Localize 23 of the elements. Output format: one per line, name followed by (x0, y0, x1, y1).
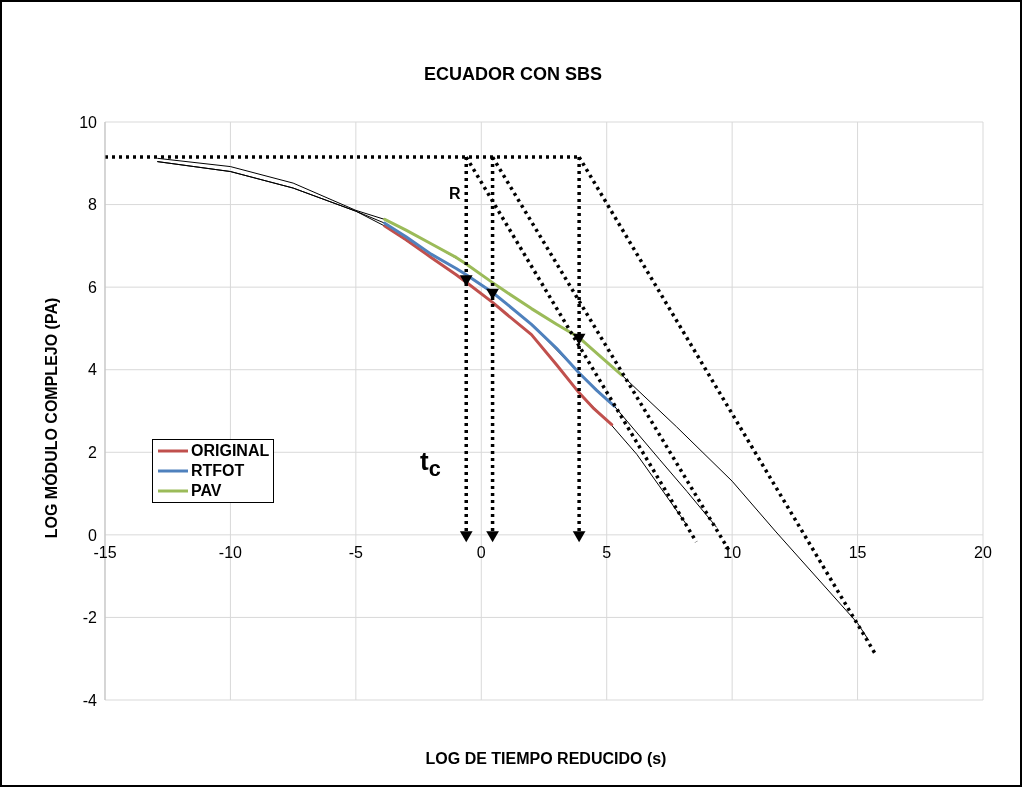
legend-label: PAV (191, 481, 222, 501)
x-tick-label: 20 (974, 543, 992, 561)
x-tick-label: 15 (848, 543, 867, 561)
y-axis-title: LOG MÓDULO COMPLEJO (PA) (43, 297, 61, 539)
legend-label: RTFOT (191, 461, 245, 481)
y-tick-label: 4 (88, 361, 98, 379)
y-tick-label: 10 (79, 113, 98, 131)
x-tick-label: 5 (602, 543, 612, 561)
x-tick-label: 0 (476, 543, 486, 561)
y-tick-label: -2 (82, 609, 98, 627)
legend-label: ORIGINAL (191, 441, 270, 461)
y-tick-label: 8 (88, 196, 98, 214)
y-tick-label: 6 (88, 278, 98, 296)
y-tick-label: 2 (88, 443, 98, 461)
x-tick-label: -10 (218, 543, 243, 561)
x-tick-label: -5 (348, 543, 364, 561)
x-axis-title: LOG DE TIEMPO REDUCIDO (s) (424, 750, 668, 768)
y-tick-label: 0 (88, 526, 98, 544)
annotation: t$_{c}$ (420, 446, 441, 482)
annotation: R (449, 185, 461, 202)
chart-title: ECUADOR CON SBS (423, 64, 603, 85)
y-tick-label: -4 (82, 691, 98, 709)
x-tick-label: -15 (93, 543, 117, 561)
